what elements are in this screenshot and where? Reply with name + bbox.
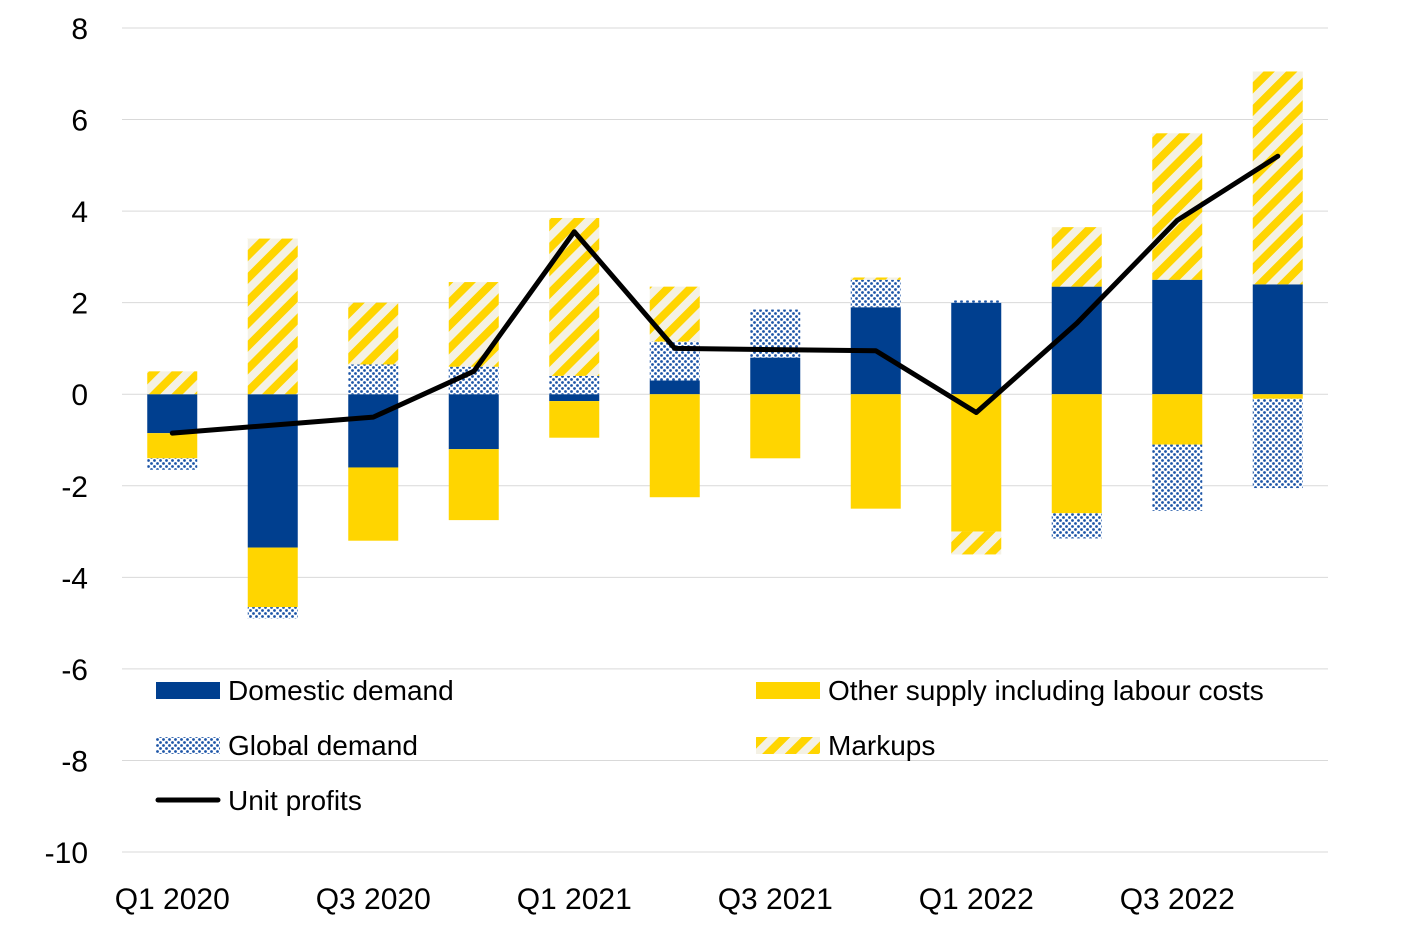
legend-swatch-global <box>156 737 220 754</box>
y-tick-label: 6 <box>71 105 88 138</box>
y-tick-label: 4 <box>71 196 88 229</box>
bars <box>147 71 1303 619</box>
x-tick-label: Q3 2022 <box>1120 883 1235 916</box>
bar-domestic <box>750 357 801 395</box>
bar-domestic <box>247 394 298 548</box>
y-tick-label: -8 <box>61 745 88 778</box>
legend-label-global: Global demand <box>228 730 418 761</box>
bar-domestic <box>951 302 1002 395</box>
y-tick-label: 8 <box>71 13 88 46</box>
bar-global <box>951 300 1002 303</box>
bar-markups <box>850 277 901 280</box>
gridlines <box>122 27 1328 853</box>
bar-markups <box>649 286 700 342</box>
bar-global <box>850 279 901 308</box>
y-axis-ticks: 8 6 4 2 0 -2 -4 -6 -8 -10 <box>45 13 88 870</box>
y-tick-label: -2 <box>61 471 88 504</box>
bar-global <box>1152 444 1203 511</box>
bar-domestic <box>649 380 700 395</box>
bar-supply <box>247 547 298 608</box>
bar-supply <box>1051 394 1102 514</box>
x-axis-ticks: Q1 2020 Q3 2020 Q1 2021 Q3 2021 Q1 2022 Q3 20… <box>115 883 1235 916</box>
bar-global <box>1252 398 1303 489</box>
legend-swatch-markups <box>756 737 820 754</box>
bar-supply <box>850 394 901 509</box>
bar-supply <box>147 433 198 459</box>
y-tick-label: -6 <box>61 654 88 687</box>
bar-global <box>247 607 298 619</box>
legend-swatch-domestic <box>156 682 220 699</box>
legend-swatch-supply <box>756 682 820 699</box>
unit-profits-line <box>169 153 1281 436</box>
bar-markups <box>951 531 1002 555</box>
legend-label-markups: Markups <box>828 730 935 761</box>
y-tick-label: 0 <box>71 379 88 412</box>
bar-global <box>147 458 198 470</box>
y-tick-label: -4 <box>61 562 88 595</box>
bar-markups <box>1051 227 1102 287</box>
y-tick-label: -10 <box>45 837 88 870</box>
legend: Domestic demand Other supply including la… <box>155 675 1264 816</box>
bar-domestic <box>1252 284 1303 395</box>
legend-label-domestic: Domestic demand <box>228 675 454 706</box>
bar-supply <box>549 401 600 438</box>
bar-global <box>549 375 600 395</box>
x-tick-label: Q1 2020 <box>115 883 230 916</box>
bar-markups <box>549 217 600 376</box>
bar-supply <box>649 394 700 498</box>
bar-supply <box>1152 394 1203 445</box>
y-tick-label: 2 <box>71 288 88 321</box>
bar-domestic <box>1152 279 1203 395</box>
bar-domestic <box>549 394 600 402</box>
bar-domestic <box>348 394 399 468</box>
bar-global <box>348 364 399 395</box>
bar-supply <box>1252 394 1303 399</box>
bar-markups <box>1252 71 1303 285</box>
bar-markups <box>448 282 499 367</box>
x-tick-label: Q3 2020 <box>316 883 431 916</box>
bar-markups <box>1152 133 1203 280</box>
x-tick-label: Q1 2021 <box>517 883 632 916</box>
legend-label-unit-profits: Unit profits <box>228 785 362 816</box>
bar-supply <box>750 394 801 459</box>
bar-global <box>1051 513 1102 539</box>
bar-markups <box>147 371 198 395</box>
bar-markups <box>247 238 298 395</box>
legend-label-supply: Other supply including labour costs <box>828 675 1264 706</box>
bar-domestic <box>448 394 499 450</box>
bar-markups <box>348 302 399 365</box>
bar-supply <box>951 394 1002 532</box>
unit-profits-line-layer <box>169 153 1281 436</box>
bar-supply <box>348 467 399 541</box>
x-tick-label: Q1 2022 <box>919 883 1034 916</box>
bar-domestic <box>147 394 198 434</box>
x-tick-label: Q3 2021 <box>718 883 833 916</box>
bar-supply <box>448 449 499 521</box>
